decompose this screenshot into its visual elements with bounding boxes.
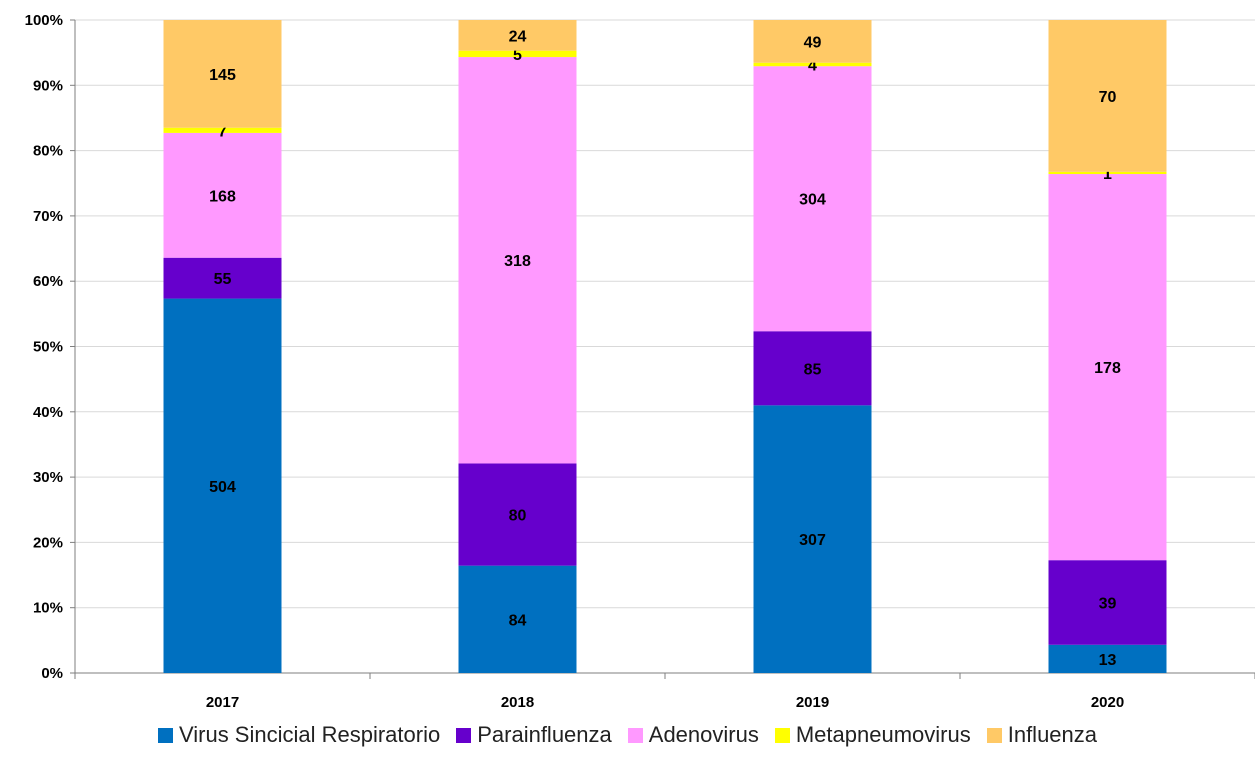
y-tick-label: 70% <box>33 208 63 225</box>
data-label: 304 <box>799 192 826 209</box>
bar-segment <box>1048 560 1167 645</box>
x-tick-label: 2019 <box>796 694 829 711</box>
bar-segment <box>1048 644 1167 673</box>
data-label: 178 <box>1094 360 1121 377</box>
legend: Virus Sincicial Respiratorio Parainfluenz… <box>0 722 1255 748</box>
y-tick-label: 10% <box>33 600 63 617</box>
bar-segment <box>1048 171 1167 175</box>
legend-label: Influenza <box>1007 722 1098 747</box>
bar-segment <box>753 405 872 673</box>
legend-item: Influenza <box>986 722 1098 748</box>
legend-label: Metapneumovirus <box>795 722 971 747</box>
data-label: 39 <box>1099 595 1117 612</box>
data-label: 24 <box>509 28 527 45</box>
bar-segment <box>1048 20 1167 172</box>
stacked-bar-chart: 0% 10% 20% 30% 40% 50% 60% 70% 80% 90% 100% 504 55 16… <box>25 12 1255 711</box>
y-tick-label: 20% <box>33 534 63 551</box>
x-tick-label: 2017 <box>206 694 239 711</box>
y-tick-label: 50% <box>33 339 63 356</box>
y-tick-label: 80% <box>33 143 63 160</box>
y-tick-label: 30% <box>33 469 63 486</box>
data-label: 145 <box>209 67 236 84</box>
data-label: 49 <box>804 34 822 51</box>
bar-segment <box>1048 174 1167 561</box>
data-label: 7 <box>218 123 227 140</box>
data-label: 80 <box>509 508 527 525</box>
bar-segment <box>163 298 282 673</box>
data-label: 318 <box>504 253 531 270</box>
bar-segment <box>753 62 872 67</box>
data-label: 70 <box>1099 89 1117 106</box>
legend-swatch <box>986 727 1002 743</box>
legend-item: Adenovirus <box>627 722 759 748</box>
data-label: 1 <box>1103 166 1112 183</box>
legend-label: Virus Sincicial Respiratorio <box>178 722 441 747</box>
bar-segment <box>753 66 872 332</box>
y-tick-label: 0% <box>41 665 63 682</box>
y-tick-label: 100% <box>25 12 63 29</box>
bar-segment <box>458 50 577 58</box>
bar-segment <box>458 463 577 566</box>
bar-segment <box>458 565 577 673</box>
bar-segment <box>753 331 872 406</box>
data-label: 4 <box>808 57 817 74</box>
data-label: 13 <box>1099 652 1117 669</box>
bar-segment <box>753 20 872 63</box>
data-label: 168 <box>209 188 236 205</box>
legend-label: Parainfluenza <box>477 722 612 747</box>
bar-segment <box>458 20 577 51</box>
bar-segment <box>163 127 282 133</box>
data-label: 307 <box>799 532 826 549</box>
data-label: 504 <box>209 479 236 496</box>
y-tick-label: 90% <box>33 77 63 94</box>
y-tick-label: 60% <box>33 273 63 290</box>
legend-item: Metapneumovirus <box>774 722 971 748</box>
legend-swatch <box>774 727 790 743</box>
legend-swatch <box>627 727 643 743</box>
data-label: 55 <box>214 271 232 288</box>
legend-item: Virus Sincicial Respiratorio <box>157 722 441 748</box>
x-tick-label: 2018 <box>501 694 534 711</box>
bar-segment <box>458 57 577 464</box>
bar-segment <box>163 132 282 258</box>
x-tick-label: 2020 <box>1091 694 1124 711</box>
bar-segment <box>163 257 282 299</box>
data-label: 5 <box>513 47 522 64</box>
legend-label: Adenovirus <box>648 722 759 747</box>
legend-item: Parainfluenza <box>456 722 612 748</box>
data-label: 84 <box>509 612 527 629</box>
legend-swatch <box>456 727 472 743</box>
legend-swatch <box>157 727 173 743</box>
data-label: 85 <box>804 361 822 378</box>
bar-segment <box>163 20 282 128</box>
y-tick-label: 40% <box>33 404 63 421</box>
